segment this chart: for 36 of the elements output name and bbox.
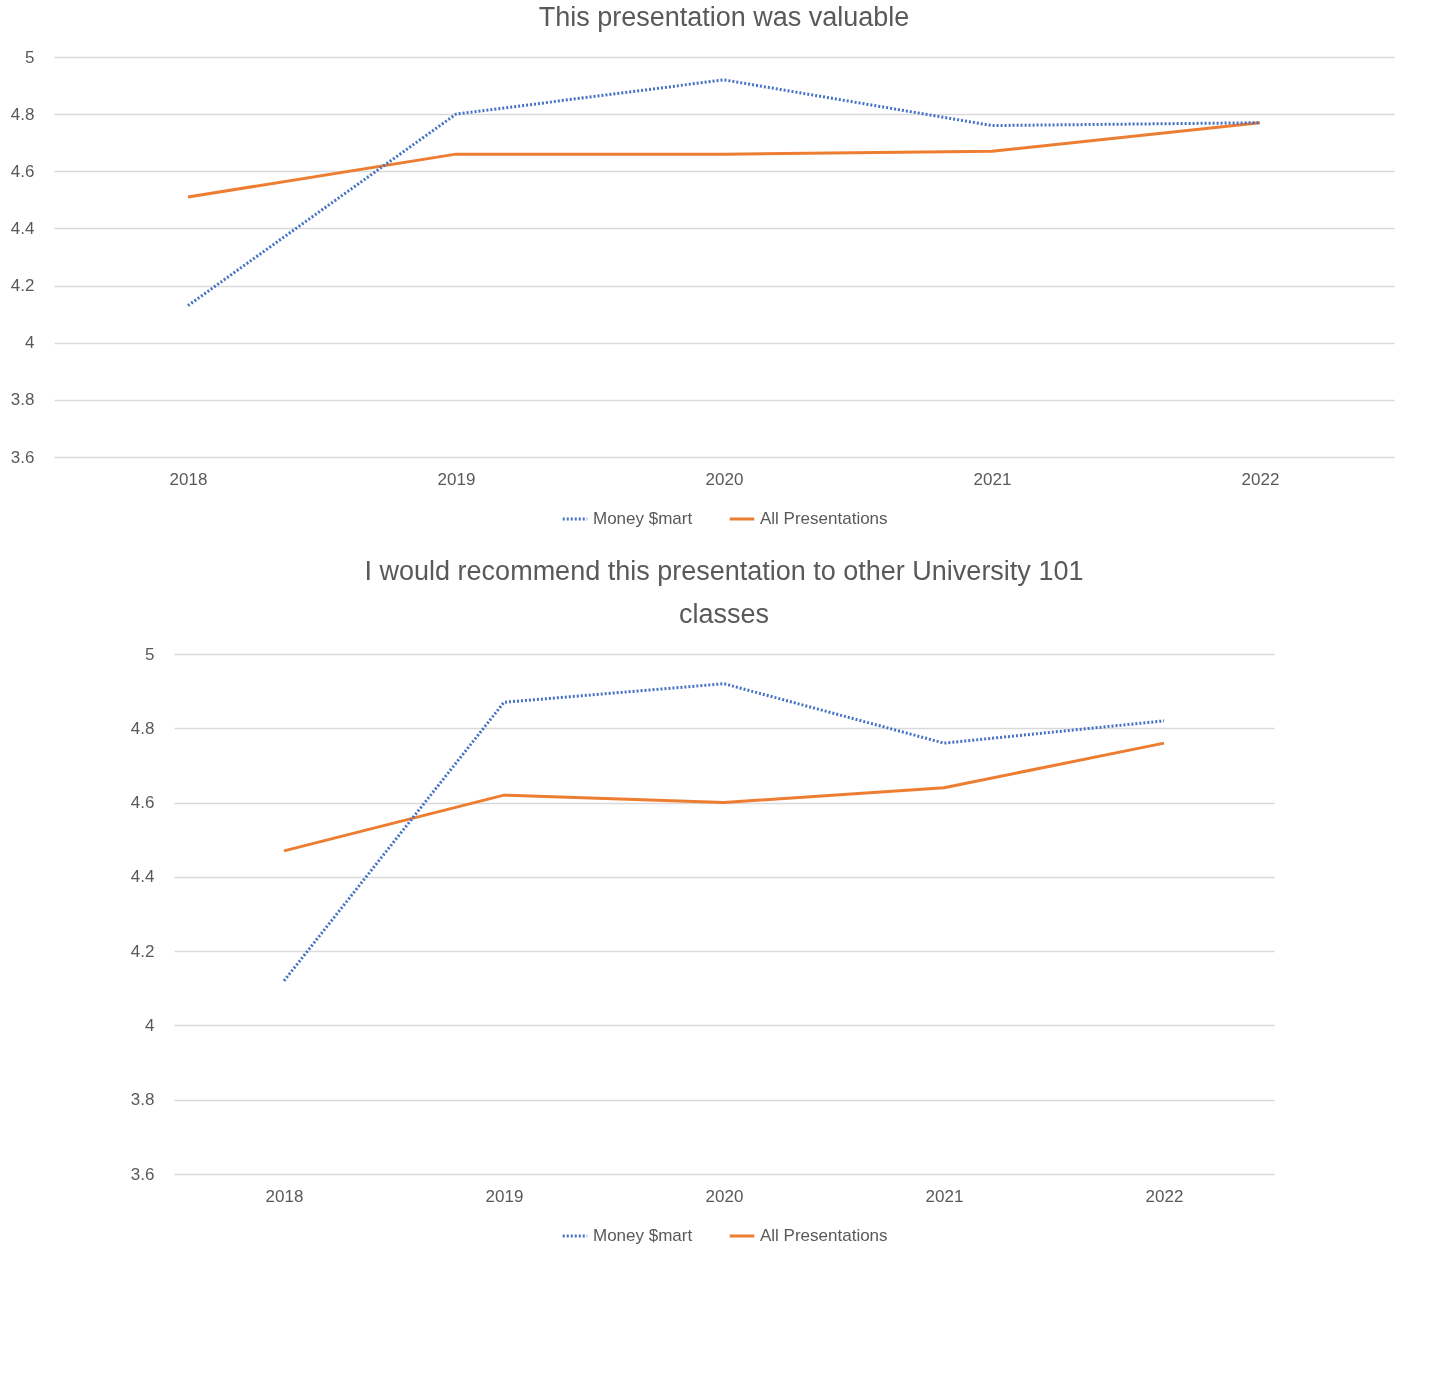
y-tick-label: 3.8 (130, 1090, 155, 1110)
y-tick-label: 5 (25, 47, 35, 67)
line-series (282, 741, 1166, 853)
y-tick-label: 4.8 (10, 104, 35, 124)
y-tick-label: 4.2 (10, 276, 35, 296)
y-tick-label: 4.8 (130, 718, 155, 738)
y-tick-label: 4.6 (10, 161, 35, 181)
y-tick-label: 3.6 (10, 447, 35, 467)
y-tick-label: 4.4 (130, 867, 155, 887)
x-tick-label: 2022 (1145, 1186, 1184, 1206)
chart-title: I would recommend this presentation to other University 101 classes (364, 556, 1084, 629)
line-series (186, 78, 1262, 308)
y-tick-label: 4.6 (130, 793, 155, 813)
legend-label: Money $mart (593, 509, 693, 528)
y-tick-label: 3.8 (10, 390, 35, 410)
legend-label: Money $mart (593, 1226, 693, 1245)
y-tick-label: 5 (145, 644, 155, 664)
line-series (186, 121, 1262, 199)
x-tick-label: 2022 (1241, 469, 1280, 489)
x-tick-label: 2018 (265, 1186, 304, 1206)
y-tick-label: 4 (145, 1015, 155, 1035)
y-tick-label: 4 (25, 333, 35, 353)
x-tick-label: 2020 (705, 469, 744, 489)
legend-label: All Presentations (760, 509, 888, 528)
chart-title: This presentation was valuable (538, 2, 910, 32)
x-tick-label: 2018 (169, 469, 208, 489)
y-tick-label: 4.4 (10, 218, 35, 238)
x-tick-label: 2019 (485, 1186, 524, 1206)
y-tick-label: 3.6 (130, 1164, 155, 1184)
y-tick-label: 4.2 (130, 941, 155, 961)
x-tick-label: 2020 (705, 1186, 744, 1206)
x-tick-label: 2019 (437, 469, 476, 489)
line-series (282, 682, 1166, 983)
legend-label: All Presentations (760, 1226, 888, 1245)
x-tick-label: 2021 (925, 1186, 964, 1206)
x-tick-label: 2021 (973, 469, 1012, 489)
